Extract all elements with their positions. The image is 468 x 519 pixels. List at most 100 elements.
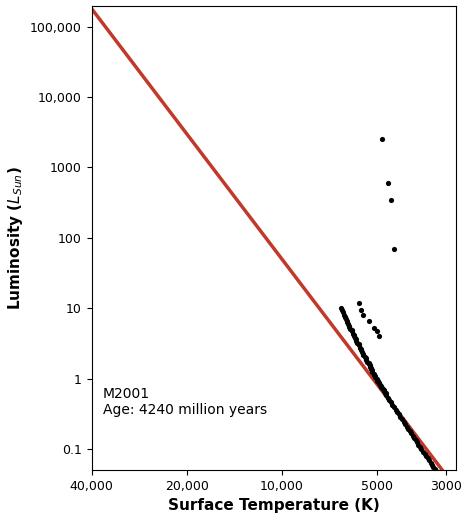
Point [372,373,379,381]
Point [415,441,422,449]
Point [375,378,382,387]
Point [421,449,428,458]
Point [390,244,398,253]
Point [369,366,376,375]
Point [403,422,411,431]
Point [408,429,415,438]
Point [410,434,418,442]
Point [344,320,352,329]
Point [383,391,390,399]
Point [382,389,390,398]
Point [378,384,386,392]
Point [370,371,378,379]
Point [423,452,430,460]
Point [376,380,384,389]
Point [419,447,427,456]
Point [389,401,396,409]
Point [380,387,388,395]
Point [384,393,392,402]
Point [373,377,381,385]
Point [366,361,373,370]
Point [406,427,414,435]
Point [409,432,417,440]
Point [339,308,346,317]
Point [387,398,395,406]
Point [361,353,368,361]
Point [402,420,409,428]
Point [435,471,443,480]
Point [355,298,362,307]
Point [360,351,367,359]
Point [438,475,445,484]
Point [360,350,367,358]
Point [372,372,379,380]
Point [352,336,360,345]
Point [369,367,376,376]
X-axis label: Surface Temperature (K): Surface Temperature (K) [168,498,380,513]
Point [365,360,372,368]
Point [362,354,370,362]
Point [355,340,362,348]
Point [357,346,365,354]
Point [364,358,371,366]
Point [352,335,360,344]
Point [344,318,351,326]
Point [345,322,353,331]
Point [340,310,348,319]
Text: M2001
Age: 4240 million years: M2001 Age: 4240 million years [102,387,267,417]
Point [358,348,366,357]
Point [416,443,424,451]
Point [342,315,350,323]
Point [436,473,444,481]
Point [378,135,386,144]
Point [375,332,383,340]
Point [349,330,357,338]
Point [345,322,353,330]
Point [428,460,436,469]
Point [394,408,401,416]
Point [438,477,446,485]
Point [337,304,344,312]
Point [347,325,354,333]
Point [356,344,364,352]
Point [397,413,404,421]
Point [341,312,349,321]
Point [427,458,435,467]
Point [354,339,361,347]
Point [338,306,345,314]
Point [375,379,383,387]
Point [432,467,440,475]
Point [440,482,448,490]
Point [386,396,393,404]
Point [424,454,431,462]
Point [373,374,380,383]
Point [373,376,380,384]
Point [439,480,446,488]
Point [370,324,378,332]
Point [434,469,441,477]
Point [392,405,399,414]
Point [379,385,387,393]
Point [365,317,372,325]
Point [378,383,385,391]
Point [430,462,437,471]
Point [412,436,419,444]
Point [405,425,412,433]
Point [365,359,372,367]
Point [350,332,358,340]
Point [348,326,355,335]
Point [367,364,375,372]
Point [374,377,381,385]
Point [357,345,365,353]
Point [350,331,358,339]
Point [413,438,421,446]
Point [357,306,365,314]
Point [418,445,425,454]
Point [380,386,388,394]
Point [431,465,439,473]
Point [381,389,389,397]
Point [398,415,406,424]
Point [351,334,359,343]
Point [366,363,373,371]
Point [362,356,370,364]
